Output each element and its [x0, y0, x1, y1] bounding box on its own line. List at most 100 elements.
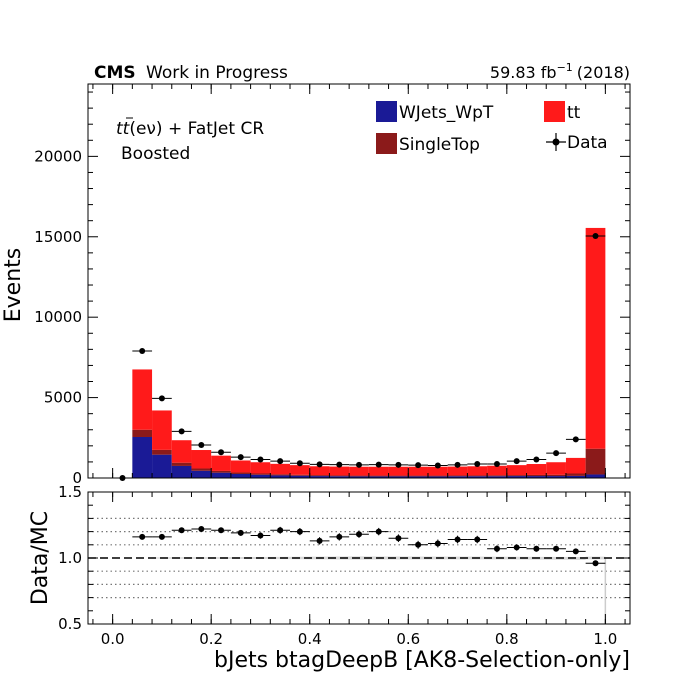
ratio-point	[178, 527, 185, 534]
main-frame	[87, 83, 631, 479]
y-tick-label: 15000	[34, 228, 82, 246]
data-point	[158, 395, 165, 402]
bar-wjets	[447, 476, 468, 478]
data-point	[592, 232, 599, 239]
bar-wjets	[132, 436, 153, 478]
ratio-points	[132, 525, 606, 567]
bar-wjets	[290, 475, 310, 478]
data-point	[257, 456, 264, 463]
ratio-point	[415, 541, 422, 548]
bar-tt	[152, 410, 172, 450]
bar-singletop	[132, 429, 153, 437]
bar-tt	[565, 457, 586, 474]
bar-tt	[309, 466, 330, 476]
bar-singletop	[447, 475, 468, 477]
bar-tt	[487, 465, 507, 476]
bar-wjets	[270, 475, 291, 478]
bar-singletop	[408, 475, 428, 477]
ratio-y-tick-label: 1.5	[58, 483, 82, 501]
data-point	[493, 461, 500, 468]
bar-tt	[230, 460, 251, 473]
bar-tt	[329, 466, 350, 476]
main-axis-ticks	[88, 84, 630, 479]
bar-tt	[467, 466, 488, 476]
bar-singletop	[250, 473, 271, 475]
bar-singletop	[270, 474, 291, 476]
legend-label-wjets: WJets_WpT	[399, 103, 494, 123]
bar-wjets	[230, 473, 251, 478]
ratio-point	[533, 545, 540, 552]
bar-tt	[427, 466, 448, 476]
legend-swatch-tt	[544, 101, 565, 122]
bar-wjets	[526, 476, 547, 478]
ratio-y-tick-labels: 0.5 1.0 1.5	[58, 483, 82, 633]
main-y-axis-label: Events	[1, 248, 26, 323]
data-point	[434, 462, 441, 469]
stacked-histogram	[132, 227, 606, 478]
bar-tt	[546, 462, 566, 475]
bar-singletop	[427, 475, 448, 477]
ratio-point	[158, 533, 165, 540]
bar-singletop	[388, 475, 409, 477]
region-tt: tt	[116, 119, 131, 139]
bar-wjets	[152, 454, 172, 478]
bar-tt	[171, 440, 192, 463]
bar-singletop	[585, 448, 606, 475]
bar-wjets	[368, 476, 389, 478]
ratio-point	[336, 533, 343, 540]
bar-singletop	[467, 475, 488, 477]
legend-swatch-wjets	[376, 101, 397, 122]
bar-singletop	[290, 474, 310, 476]
ratio-point	[572, 548, 579, 555]
ratio-point	[198, 525, 205, 532]
lumi-label: 59.83 fb−1 (2018)	[490, 61, 630, 82]
ratio-point	[454, 536, 461, 543]
bar-wjets	[211, 472, 231, 478]
bar-wjets	[408, 476, 428, 478]
bar-tt	[585, 227, 606, 449]
ratio-point	[493, 545, 500, 552]
data-point	[178, 428, 185, 435]
legend-swatch-singletop	[376, 133, 397, 154]
data-point	[513, 458, 520, 465]
ratio-y-axis-label: Data/MC	[28, 511, 53, 605]
x-tick-label: 1.0	[593, 630, 617, 648]
ratio-point	[375, 528, 382, 535]
x-tick-label: 0.4	[298, 630, 322, 648]
bar-singletop	[329, 475, 350, 477]
bar-tt	[526, 464, 547, 475]
ratio-point	[553, 545, 560, 552]
bar-singletop	[565, 473, 586, 476]
data-point	[395, 461, 402, 468]
x-tick-label: 0.6	[396, 630, 420, 648]
bar-tt	[408, 466, 428, 476]
legend-label-data: Data	[567, 133, 608, 153]
ratio-point	[218, 527, 225, 534]
data-point	[375, 461, 382, 468]
region-decay: (eν) + FatJet CR	[129, 119, 264, 139]
bar-singletop	[368, 475, 389, 477]
bar-tt	[447, 466, 468, 476]
ratio-point	[513, 544, 520, 551]
ratio-point	[237, 529, 244, 536]
data-points	[112, 232, 606, 481]
x-tick-label: 0.8	[495, 630, 519, 648]
ratio-y-tick-label: 1.0	[58, 549, 82, 567]
data-point	[572, 436, 579, 443]
bar-singletop	[152, 449, 172, 455]
ratio-uncertainty-band	[152, 556, 607, 624]
y-tick-label: 20000	[34, 147, 82, 165]
bar-singletop	[230, 472, 251, 474]
data-point	[139, 347, 146, 354]
data-point	[218, 449, 225, 456]
wip-label: Work in Progress	[146, 63, 288, 83]
data-point	[296, 460, 303, 467]
bar-tt	[388, 466, 409, 476]
ratio-point	[296, 528, 303, 535]
data-point	[474, 461, 481, 468]
y-tick-label: 5000	[44, 389, 82, 407]
bar-wjets	[506, 476, 527, 478]
bar-singletop	[309, 475, 330, 477]
ratio-y-tick-label: 0.5	[58, 615, 82, 633]
data-point	[336, 461, 343, 468]
